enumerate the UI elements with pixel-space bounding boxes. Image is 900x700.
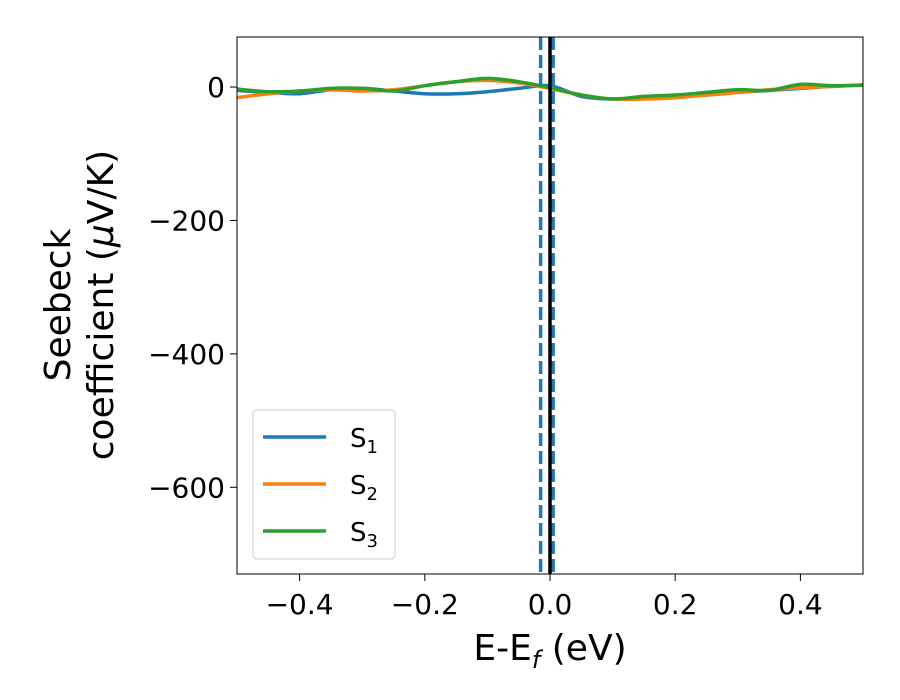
x-axis-label: E-Ef (eV) [473,628,626,674]
y-tick-label: −600 [148,471,225,504]
y-ticks: 0 −200 −400 −600 [148,71,237,504]
x-tick-label: −0.2 [391,588,459,621]
y-axis-label: Seebeck coefficient (μV/K) [38,150,122,460]
legend-label-2: S2 [350,471,378,505]
y-axis-label-line2: coefficient (μV/K) [81,150,122,460]
legend-label-1: S1 [350,424,378,458]
legend: S1 S2 S3 [252,409,396,560]
x-tick-label: 0.4 [778,588,823,621]
y-tick-label: −200 [148,204,225,237]
legend-label-3: S3 [350,518,378,552]
vline-layer [538,37,555,574]
x-ticks: −0.4 −0.2 0.0 0.2 0.4 [266,574,823,621]
x-tick-label: −0.4 [266,588,334,621]
x-tick-label: 0.2 [653,588,698,621]
y-tick-label: −400 [148,338,225,371]
x-tick-label: 0.0 [528,588,573,621]
y-tick-label: 0 [207,71,225,104]
y-axis-label-line1: Seebeck [38,228,79,381]
